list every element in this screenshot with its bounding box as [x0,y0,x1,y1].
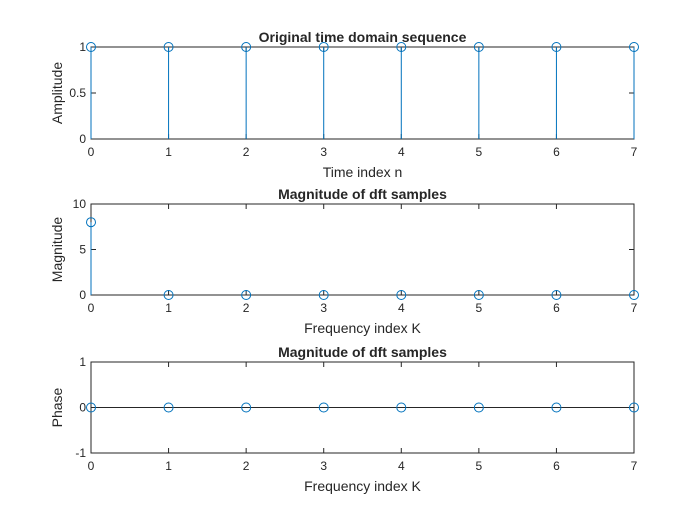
y-tick-label: 0 [79,288,86,302]
y-axis-label: Magnitude [49,217,65,283]
x-tick-label: 7 [631,145,638,159]
stem-marker [551,402,562,413]
y-axis-label: Amplitude [49,62,65,124]
stem-marker [163,290,174,300]
stem-marker [629,402,639,413]
stem-marker [241,290,252,300]
x-tick-label: 2 [243,459,250,473]
x-tick-label: 7 [631,459,638,473]
y-tick-label: 1 [79,355,86,369]
stem-marker [396,402,407,413]
x-tick-label: 4 [398,301,405,315]
axes-box [90,46,635,140]
x-tick-label: 6 [553,459,560,473]
x-axis-label: Frequency index K [304,320,421,336]
x-tick-label: 4 [398,145,405,159]
x-tick-label: 1 [165,145,172,159]
x-tick-label: 0 [88,459,95,473]
stem-marker [629,290,639,300]
stem-marker [318,402,329,413]
x-tick-label: 5 [476,459,483,473]
x-tick-label: 2 [243,145,250,159]
subplot-1: 0 1 2 3 4 5 6 7 0 0.5 1 Original time domain sequen… [49,29,639,180]
stem-marker [473,290,484,300]
y-tick-label: 0.5 [69,86,86,100]
y-tick-label: 0 [79,132,86,146]
stem-marker [551,290,562,300]
x-tick-label: 0 [88,145,95,159]
y-tick-label: 1 [79,40,86,54]
plot-title: Magnitude of dft samples [278,344,447,360]
subplot-2: 0 1 2 3 4 5 6 7 0 5 10 Magnitude of dft samples Freq… [49,186,639,336]
stem-marker [551,42,562,52]
x-tick-label: 2 [243,301,250,315]
x-tick-label: 6 [553,145,560,159]
stem-marker [86,42,96,52]
stem-marker [318,290,329,300]
stem-marker [86,217,96,228]
x-tick-label: 6 [553,301,560,315]
y-tick-label: 10 [73,197,87,211]
y-tick-label: 0 [79,401,86,415]
y-tick-label: -1 [75,446,86,460]
x-tick-label: 0 [88,301,95,315]
x-tick-label: 4 [398,459,405,473]
x-tick-label: 3 [320,459,327,473]
y-tick-label: 5 [79,243,86,257]
x-tick-label: 3 [320,301,327,315]
stem-marker [396,42,407,52]
y-axis-label: Phase [49,387,65,427]
x-tick-label: 1 [165,301,172,315]
stem-marker [473,42,484,52]
x-tick-label: 5 [476,301,483,315]
stem-marker [86,402,96,413]
stem-marker [318,42,329,52]
stem-marker [163,42,174,52]
stem-marker [241,42,252,52]
plot-title: Original time domain sequence [259,29,467,45]
x-axis-label: Time index n [323,164,403,180]
stem-marker [241,402,252,413]
x-tick-label: 1 [165,459,172,473]
axes-box [90,203,635,296]
stem-marker [473,402,484,413]
x-tick-label: 7 [631,301,638,315]
x-tick-label: 3 [320,145,327,159]
stem-marker [629,42,639,52]
stem-marker [396,290,407,300]
stem-marker [163,402,174,413]
x-axis-label: Frequency index K [304,478,421,494]
x-tick-label: 5 [476,145,483,159]
plot-title: Magnitude of dft samples [278,186,447,202]
